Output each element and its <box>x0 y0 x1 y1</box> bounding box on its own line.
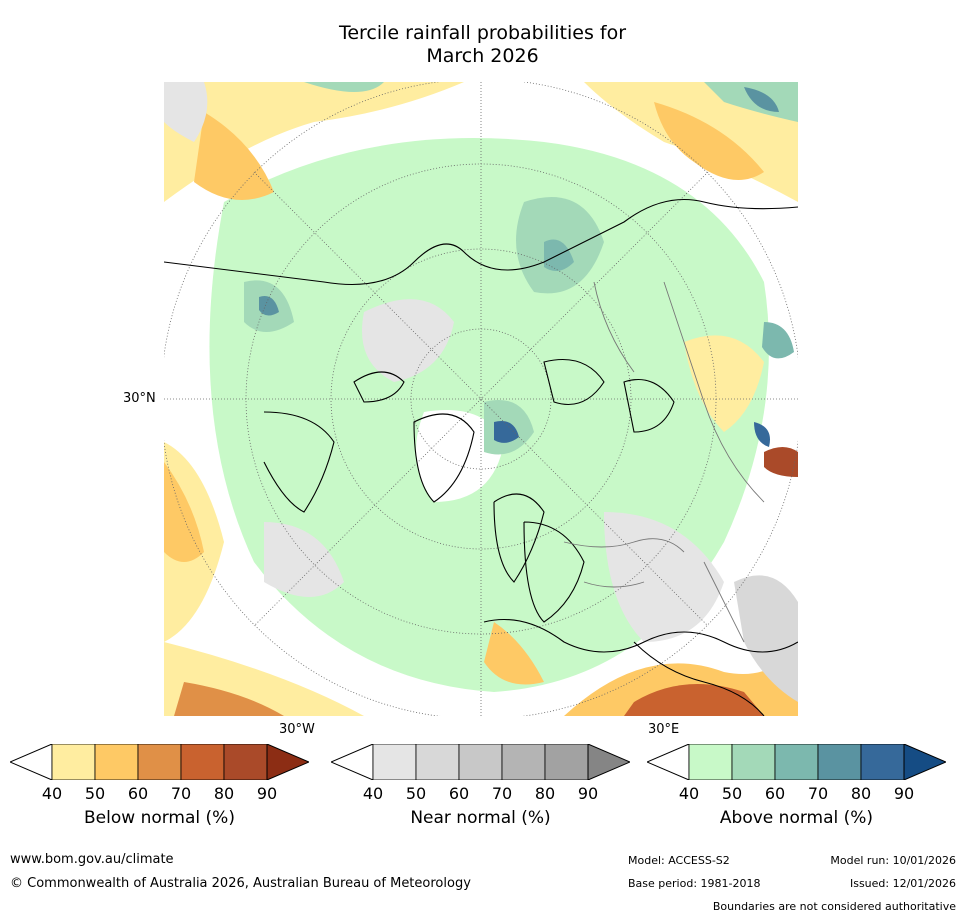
latitude-label-30n: 30°N <box>123 391 156 406</box>
colorbar-extend-high <box>266 744 309 780</box>
colorbar-tick-label: 50 <box>405 784 427 803</box>
colorbar-segment <box>860 744 905 780</box>
colorbar-segment <box>372 744 417 780</box>
map-title: Tercile rainfall probabilities for March… <box>0 22 965 68</box>
colorbar-tick-label: 70 <box>170 784 192 803</box>
colorbar-tick-label: 90 <box>893 784 915 803</box>
footer-base-period: Base period: 1981-2018 <box>628 877 761 890</box>
polar-rainfall-map <box>164 82 798 716</box>
colorbar-tick-label: 80 <box>850 784 872 803</box>
colorbar-segment <box>51 744 96 780</box>
colorbar-segment <box>137 744 182 780</box>
colorbar-segment <box>544 744 589 780</box>
colorbar-tick-label: 40 <box>41 784 63 803</box>
near-normal-patch <box>362 299 454 382</box>
greenland-blank <box>416 410 504 502</box>
below-normal-title: Below normal (%) <box>84 808 235 828</box>
colorbar-segment <box>501 744 546 780</box>
country-borders <box>563 281 765 643</box>
colorbar-extend-low <box>647 744 690 780</box>
colorbar-segment <box>458 744 503 780</box>
near-normal-patch <box>604 512 724 642</box>
colorbar-extend-high <box>587 744 630 780</box>
below-normal-patch <box>624 684 764 716</box>
colorbar-below-normal <box>10 744 309 780</box>
colorbar-segment <box>94 744 139 780</box>
colorbar-extend-low <box>10 744 53 780</box>
colorbar-tick-label: 40 <box>362 784 384 803</box>
longitude-label-30w: 30°W <box>279 722 315 737</box>
above-normal-patch <box>744 87 779 112</box>
colorbar-tick-label: 80 <box>213 784 235 803</box>
colorbar-extend-low <box>331 744 374 780</box>
above-normal-patch <box>754 422 770 447</box>
near-normal-patch <box>164 82 208 142</box>
footer-disclaimer: Boundaries are not considered authoritat… <box>712 900 956 913</box>
colorbar-tick-label: 50 <box>84 784 106 803</box>
colorbar-segment <box>223 744 268 780</box>
colorbar-segment <box>180 744 225 780</box>
colorbar-segment <box>731 744 776 780</box>
colorbar-extend-high <box>903 744 946 780</box>
colorbar-tick-label: 90 <box>256 784 278 803</box>
title-line-1: Tercile rainfall probabilities for <box>338 22 627 44</box>
colorbar-above-normal <box>647 744 946 780</box>
above-normal-patch <box>304 82 384 92</box>
below-normal-patch <box>484 622 544 685</box>
colorbar-tick-label: 40 <box>678 784 700 803</box>
colorbar-tick-label: 60 <box>127 784 149 803</box>
below-normal-patch <box>654 102 764 180</box>
below-normal-patch <box>174 682 284 716</box>
below-normal-zone-nw <box>164 82 464 202</box>
colorbar-near-normal <box>331 744 630 780</box>
colorbar-tick-label: 60 <box>764 784 786 803</box>
colorbar-tick-label: 60 <box>448 784 470 803</box>
above-normal-patch <box>704 82 798 122</box>
graticule <box>164 82 798 716</box>
colorbar-segment <box>774 744 819 780</box>
colorbar-tick-label: 80 <box>534 784 556 803</box>
colorbar-tick-label: 70 <box>807 784 829 803</box>
colorbar-segment <box>817 744 862 780</box>
below-normal-patch <box>764 447 798 477</box>
above-normal-patch <box>494 421 519 443</box>
above-normal-patch <box>762 322 794 359</box>
near-normal-title: Near normal (%) <box>410 808 551 828</box>
below-normal-patch <box>194 112 274 200</box>
colorbar-tick-label: 50 <box>721 784 743 803</box>
footer-model-run: Model run: 10/01/2026 <box>830 854 956 867</box>
below-normal-patch <box>684 335 764 432</box>
above-normal-patch <box>544 239 574 271</box>
colorbar-segment <box>688 744 733 780</box>
map-canvas <box>164 82 798 716</box>
near-normal-patch <box>734 575 798 702</box>
footer-model: Model: ACCESS-S2 <box>628 854 730 867</box>
longitude-label-30e: 30°E <box>648 722 680 737</box>
colorbar-tick-label: 90 <box>577 784 599 803</box>
above-normal-patch <box>259 296 279 316</box>
colorbar-tick-label: 70 <box>491 784 513 803</box>
title-line-2: March 2026 <box>426 45 539 67</box>
footer-url: www.bom.gov.au/climate <box>10 852 174 867</box>
near-normal-patch <box>264 522 344 597</box>
footer-copyright: © Commonwealth of Australia 2026, Austra… <box>10 876 471 891</box>
colorbar-segment <box>415 744 460 780</box>
above-normal-title: Above normal (%) <box>719 808 874 828</box>
footer-issued: Issued: 12/01/2026 <box>849 877 956 890</box>
coastlines <box>164 199 798 716</box>
below-normal-patch <box>164 462 204 562</box>
